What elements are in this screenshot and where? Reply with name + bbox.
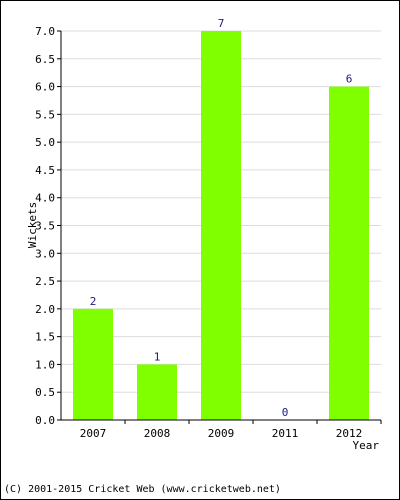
y-tick-label: 2.5	[35, 275, 55, 288]
y-tick-label: 0.5	[35, 386, 55, 399]
data-labels: 2 1 7 0 6	[90, 17, 353, 419]
x-axis-title: Year	[353, 439, 380, 452]
x-tick-labels: 2007 2008 2009 2011 2012	[80, 427, 363, 440]
data-label-2007: 2	[90, 295, 97, 308]
x-tick-label: 2011	[272, 427, 299, 440]
x-tick-label: 2008	[144, 427, 171, 440]
data-label-2012: 6	[346, 73, 353, 86]
bar-2008	[137, 364, 177, 420]
x-tick-label: 2012	[336, 427, 363, 440]
bar-2009	[201, 31, 241, 420]
y-tick-label: 1.0	[35, 358, 55, 371]
y-tick-label: 1.5	[35, 331, 55, 344]
y-tick-label: 7.0	[35, 25, 55, 38]
y-tick-label: 5.0	[35, 136, 55, 149]
y-tick-labels: 0.0 0.5 1.0 1.5 2.0 2.5 3.0 3.5 4.0 4.5 5.0 5.5 6.0 6…	[35, 25, 55, 427]
y-axis-title: Wickets	[26, 202, 39, 248]
copyright-notice: (C) 2001-2015 Cricket Web (www.cricketwe…	[4, 484, 281, 495]
y-tick-label: 3.5	[35, 220, 55, 233]
bar-2007	[73, 308, 113, 420]
y-tick-label: 5.5	[35, 108, 55, 121]
axes	[57, 30, 382, 424]
data-label-2008: 1	[154, 350, 161, 363]
y-tick-label: 4.5	[35, 164, 55, 177]
data-label-2011: 0	[282, 406, 289, 419]
x-tick-label: 2009	[208, 427, 235, 440]
bar-2012	[329, 86, 369, 421]
y-tick-label: 2.0	[35, 303, 55, 316]
y-tick-label: 3.0	[35, 247, 55, 260]
y-tick-label: 6.0	[35, 81, 55, 94]
y-tick-label: 6.5	[35, 53, 55, 66]
data-label-2009: 7	[218, 17, 225, 30]
x-tick-label: 2007	[80, 427, 107, 440]
bars	[73, 31, 369, 421]
y-tick-label: 0.0	[35, 414, 55, 427]
y-tick-label: 4.0	[35, 192, 55, 205]
